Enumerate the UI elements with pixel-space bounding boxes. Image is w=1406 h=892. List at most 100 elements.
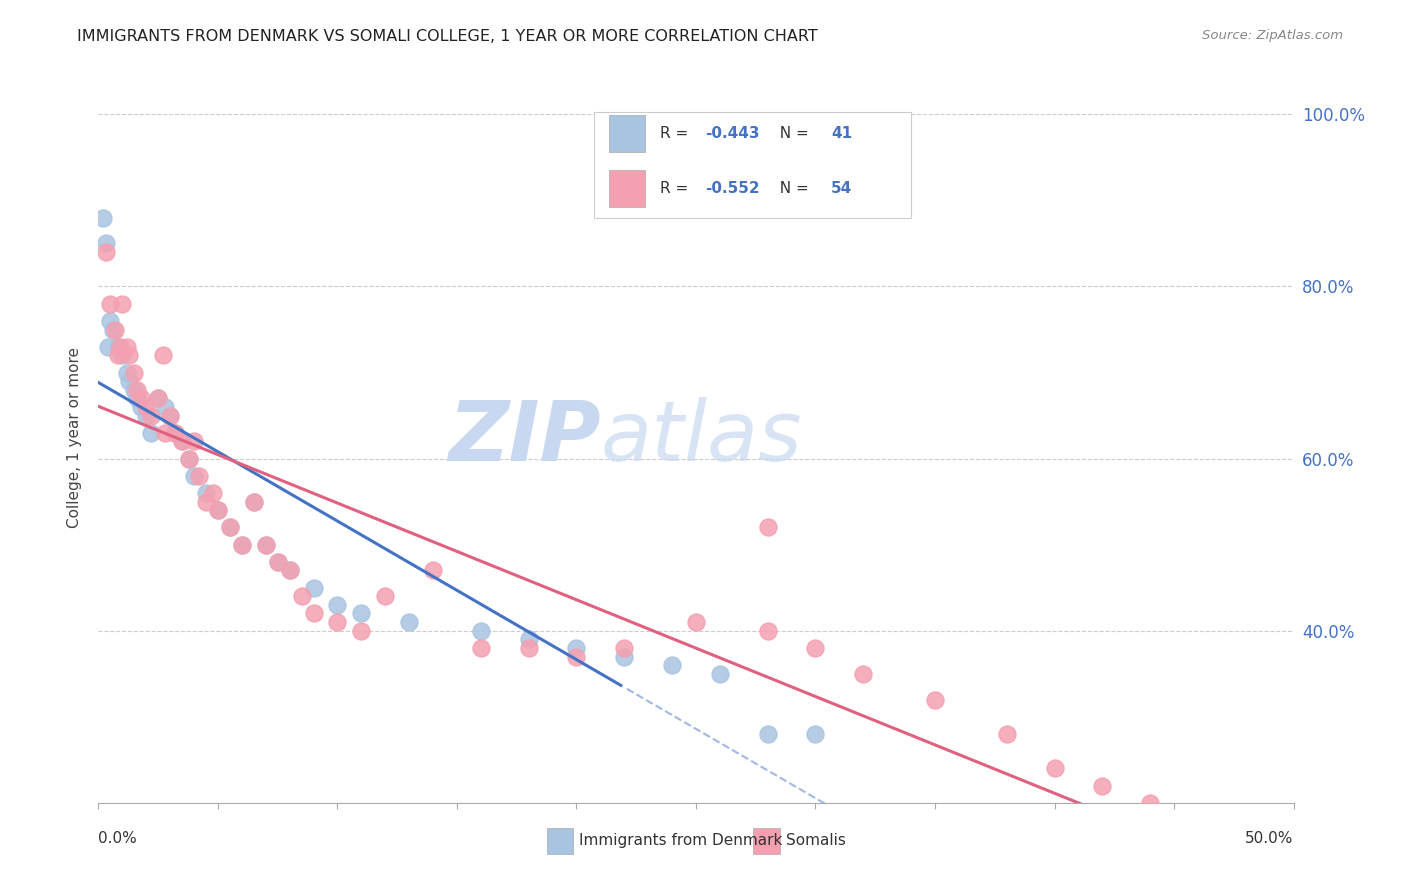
Point <box>231 538 253 552</box>
Point <box>163 425 186 440</box>
Point <box>422 564 444 578</box>
Point <box>139 425 162 440</box>
Point <box>108 340 131 354</box>
Point <box>124 366 146 380</box>
Point <box>125 383 148 397</box>
Point <box>148 392 170 406</box>
Text: 50.0%: 50.0% <box>1246 830 1294 846</box>
Point <box>207 503 229 517</box>
Point <box>302 607 325 621</box>
Point <box>115 340 138 354</box>
Point <box>470 640 492 655</box>
Point <box>152 348 174 362</box>
Point <box>118 374 141 388</box>
Point <box>172 434 194 449</box>
Text: 0.0%: 0.0% <box>98 830 138 846</box>
Point <box>139 409 162 423</box>
Point <box>565 649 588 664</box>
Text: IMMIGRANTS FROM DENMARK VS SOMALI COLLEGE, 1 YEAR OR MORE CORRELATION CHART: IMMIGRANTS FROM DENMARK VS SOMALI COLLEG… <box>77 29 818 44</box>
Point <box>148 392 170 406</box>
Point <box>101 322 124 336</box>
Point <box>398 615 420 629</box>
Point <box>98 314 122 328</box>
Point <box>685 615 707 629</box>
Point <box>104 322 127 336</box>
Point <box>291 589 314 603</box>
Point <box>267 555 290 569</box>
Point <box>243 494 266 508</box>
Text: atlas: atlas <box>600 397 801 477</box>
Point <box>517 640 540 655</box>
Point <box>172 434 194 449</box>
Text: Immigrants from Denmark: Immigrants from Denmark <box>579 833 782 848</box>
Point <box>111 348 134 362</box>
Point <box>613 649 636 664</box>
Point <box>155 400 177 414</box>
Text: N =: N = <box>770 126 814 141</box>
Text: -0.443: -0.443 <box>706 126 761 141</box>
Text: Source: ZipAtlas.com: Source: ZipAtlas.com <box>1202 29 1343 42</box>
Point <box>804 640 827 655</box>
Point <box>1043 761 1066 775</box>
Text: ZIP: ZIP <box>447 397 600 477</box>
Point <box>155 425 177 440</box>
Point <box>202 486 225 500</box>
Point <box>852 666 875 681</box>
Point <box>219 520 242 534</box>
Point <box>709 666 731 681</box>
Point <box>179 451 201 466</box>
Point <box>159 409 181 423</box>
Bar <box>609 170 644 207</box>
Point <box>613 640 636 655</box>
Point <box>97 340 120 354</box>
Point <box>302 581 325 595</box>
Point <box>661 658 683 673</box>
Point <box>756 520 779 534</box>
Point <box>1091 779 1114 793</box>
Point <box>326 615 349 629</box>
Point <box>135 400 157 414</box>
Point <box>98 296 122 310</box>
Point <box>243 494 266 508</box>
Point <box>278 564 301 578</box>
Point <box>278 564 301 578</box>
Text: R =: R = <box>661 181 693 196</box>
Point <box>1139 796 1161 810</box>
Bar <box>754 829 780 854</box>
Point <box>163 425 186 440</box>
Point <box>804 727 827 741</box>
Point <box>995 727 1018 741</box>
Point <box>187 468 209 483</box>
Text: N =: N = <box>770 181 814 196</box>
Point <box>195 494 218 508</box>
Point <box>131 400 153 414</box>
FancyBboxPatch shape <box>595 112 911 218</box>
Point <box>115 366 138 380</box>
Point <box>135 409 157 423</box>
Point <box>94 245 117 260</box>
Point <box>124 383 146 397</box>
Point <box>179 451 201 466</box>
Point <box>254 538 277 552</box>
Point <box>565 640 588 655</box>
Bar <box>609 115 644 152</box>
Point <box>350 607 373 621</box>
Point <box>350 624 373 638</box>
Point <box>470 624 492 638</box>
Point <box>1234 881 1257 892</box>
Point <box>326 598 349 612</box>
Point <box>756 727 779 741</box>
Point <box>131 392 153 406</box>
Text: 54: 54 <box>831 181 852 196</box>
Text: -0.552: -0.552 <box>706 181 761 196</box>
Point <box>159 409 181 423</box>
Point <box>924 692 946 706</box>
Point <box>374 589 396 603</box>
Point <box>91 211 114 225</box>
Point <box>254 538 277 552</box>
Point <box>756 624 779 638</box>
Point <box>195 486 218 500</box>
Point <box>231 538 253 552</box>
Point <box>517 632 540 647</box>
Text: Somalis: Somalis <box>786 833 845 848</box>
